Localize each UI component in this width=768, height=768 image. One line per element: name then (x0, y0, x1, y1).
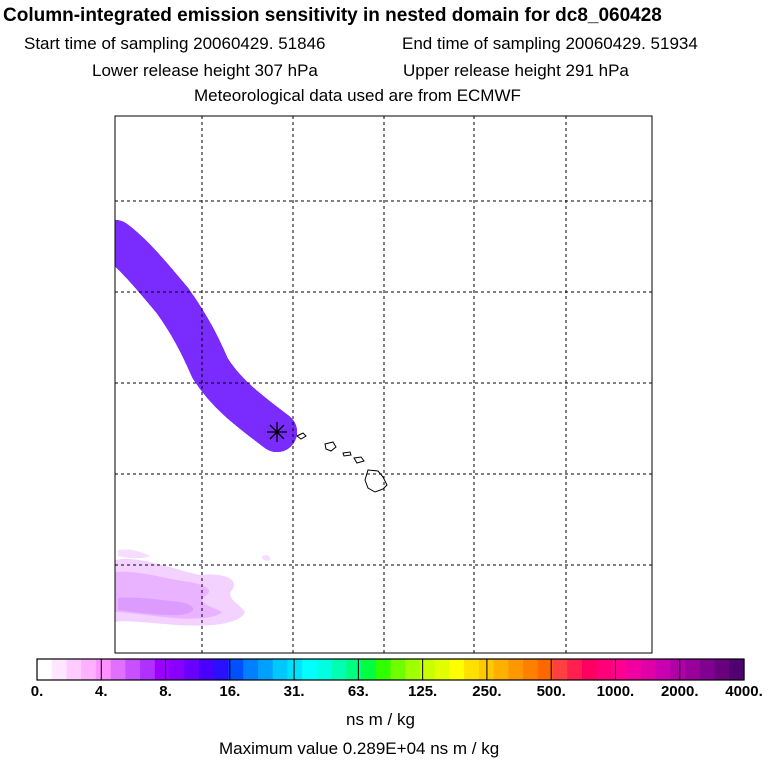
map-frame (114, 115, 653, 654)
legend-tick-label: 1000. (596, 683, 635, 700)
legend-swatch (81, 659, 97, 680)
legend-swatch (95, 659, 112, 680)
legend-swatch (213, 659, 230, 680)
legend-swatch (699, 659, 716, 680)
legend-swatch (626, 659, 642, 680)
legend-swatch (419, 659, 436, 680)
legend-swatch (729, 659, 745, 680)
legend-swatch (714, 659, 730, 680)
legend-swatch (685, 659, 701, 680)
legend-swatch (640, 659, 657, 680)
legend-swatch (596, 659, 613, 680)
legend-swatch (272, 659, 288, 680)
legend-tick-label: 250. (472, 683, 502, 700)
legend-swatch (581, 659, 598, 680)
legend-swatch (110, 659, 126, 680)
star-icon (267, 422, 287, 442)
legend-tick-label: 4000. (725, 683, 763, 700)
legend-swatch (611, 659, 627, 680)
legend-swatch (537, 659, 554, 680)
legend-swatch (464, 659, 480, 680)
legend-swatch (375, 659, 392, 680)
legend-swatch (243, 659, 259, 680)
island-outlines (296, 432, 388, 493)
legend-swatch (331, 659, 347, 680)
legend-swatch (405, 659, 421, 680)
upper-release-height-label: Upper release height 291 hPa (403, 61, 629, 80)
legend-swatch (316, 659, 333, 680)
legend-swatch (670, 659, 686, 680)
legend-swatch (66, 659, 82, 680)
start-time-label: Start time of sampling 20060429. 51846 (24, 34, 326, 53)
legend-swatch (199, 659, 215, 680)
map-area (115, 116, 652, 653)
legend-tick-label: 63. (347, 683, 369, 700)
legend-swatch (655, 659, 671, 680)
legend-swatch (257, 659, 274, 680)
legend-swatch (567, 659, 583, 680)
legend-swatch (51, 659, 68, 680)
legend-swatch (169, 659, 185, 680)
legend-tick-label: 8. (159, 683, 172, 700)
color-legend-frame (36, 658, 745, 681)
legend-tick-label: 125. (408, 683, 438, 700)
legend-swatch (434, 659, 451, 680)
legend-tick-label: 2000. (660, 683, 699, 700)
legend-tick-label: 500. (536, 683, 566, 700)
legend-units: ns m / kg (346, 710, 415, 729)
legend-swatch (287, 659, 303, 680)
legend-tick-label: 0. (30, 683, 44, 700)
legend-swatch (140, 659, 156, 680)
legend-swatch (154, 659, 171, 680)
legend-tick-label: 31. (283, 683, 305, 700)
legend-swatch (228, 659, 244, 680)
legend-swatch (449, 659, 465, 680)
maximum-value-label: Maximum value 0.289E+04 ns m / kg (219, 739, 500, 758)
low-sensitivity-region (115, 549, 271, 626)
legend-swatch (125, 659, 141, 680)
legend-swatch (508, 659, 524, 680)
end-time-label: End time of sampling 20060429. 51934 (402, 34, 698, 53)
legend-swatch (493, 659, 509, 680)
legend-swatch (523, 659, 539, 680)
meteorological-data-label: Meteorological data used are from ECMWF (194, 86, 521, 105)
sensitivity-plume (115, 220, 297, 452)
map-title: Column-integrated emission sensitivity i… (3, 5, 662, 26)
color-legend (37, 659, 745, 680)
legend-swatch (302, 659, 318, 680)
legend-tick-label: 16. (219, 683, 241, 700)
graticule (115, 116, 652, 653)
legend-swatch (552, 659, 568, 680)
legend-swatch (346, 659, 362, 680)
legend-swatch (390, 659, 406, 680)
legend-swatch (37, 659, 53, 680)
legend-swatch (361, 659, 377, 680)
legend-swatch (184, 659, 200, 680)
legend-tick-label: 4. (95, 683, 108, 700)
lower-release-height-label: Lower release height 307 hPa (92, 61, 318, 80)
